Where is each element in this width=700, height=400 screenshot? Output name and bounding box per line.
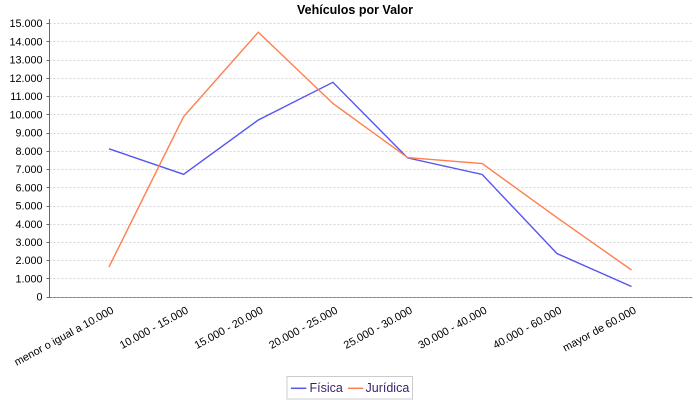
svg-text:10.000: 10.000	[9, 109, 42, 121]
svg-text:4.000: 4.000	[15, 219, 42, 231]
svg-text:1.000: 1.000	[15, 274, 42, 286]
svg-text:9.000: 9.000	[15, 128, 42, 140]
svg-text:3.000: 3.000	[15, 237, 42, 249]
svg-text:Vehículos por Valor: Vehículos por Valor	[297, 3, 413, 17]
svg-text:7.000: 7.000	[15, 164, 42, 176]
svg-text:menor o igual a 10.000: menor o igual a 10.000	[12, 305, 115, 369]
svg-text:12.000: 12.000	[9, 73, 42, 85]
svg-text:14.000: 14.000	[9, 36, 42, 48]
svg-text:13.000: 13.000	[9, 55, 42, 67]
svg-text:11.000: 11.000	[10, 91, 42, 103]
svg-text:2.000: 2.000	[15, 255, 42, 267]
svg-text:6.000: 6.000	[15, 182, 42, 194]
svg-text:10.000 - 15.000: 10.000 - 15.000	[118, 305, 191, 352]
svg-text:15.000 - 20.000: 15.000 - 20.000	[193, 305, 266, 352]
svg-text:8.000: 8.000	[15, 146, 42, 158]
svg-text:0: 0	[36, 292, 42, 304]
svg-text:30.000 - 40.000: 30.000 - 40.000	[416, 305, 489, 352]
svg-text:40.000 - 60.000: 40.000 - 60.000	[491, 305, 564, 352]
svg-text:15.000: 15.000	[9, 18, 42, 30]
svg-text:20.000 - 25.000: 20.000 - 25.000	[267, 305, 340, 352]
svg-text:mayor de 60.000: mayor de 60.000	[561, 305, 638, 355]
svg-text:25.000 - 30.000: 25.000 - 30.000	[342, 305, 415, 352]
svg-text:Jurídica: Jurídica	[366, 381, 410, 395]
svg-text:Física: Física	[310, 381, 343, 395]
svg-text:5.000: 5.000	[15, 201, 42, 213]
